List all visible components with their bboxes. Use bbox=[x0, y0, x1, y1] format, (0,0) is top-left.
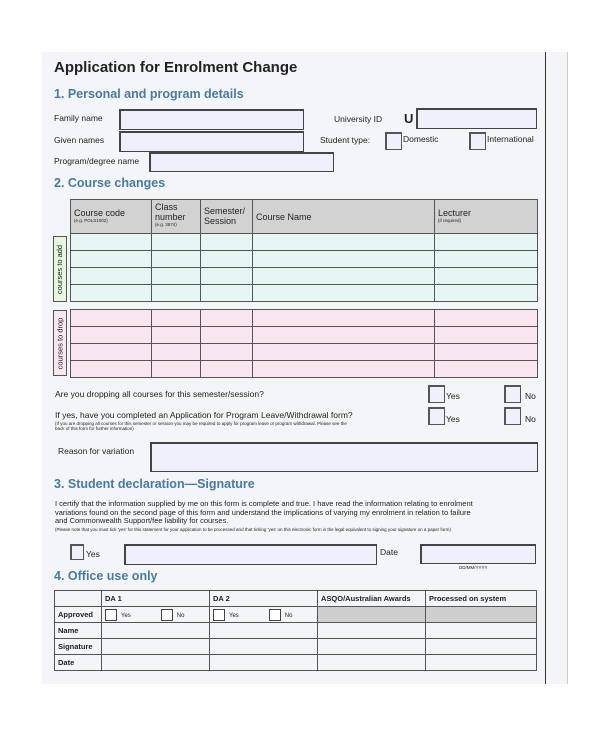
date-format-hint: DD/MM/YYYY bbox=[459, 565, 488, 570]
section-4-heading: 4. Office use only bbox=[54, 569, 158, 583]
da2-no-checkbox[interactable] bbox=[268, 608, 281, 621]
leave-form-note: (If you are dropping all courses for thi… bbox=[55, 421, 347, 431]
table-row[interactable] bbox=[70, 250, 538, 268]
col-class-number: Class number bbox=[155, 202, 186, 222]
id-prefix: U bbox=[404, 111, 414, 126]
yes-label: Yes bbox=[121, 612, 131, 619]
declaration-yes-checkbox[interactable] bbox=[70, 544, 84, 560]
course-table-header: Course code (e.g. POLS1002) Class number(… bbox=[70, 199, 538, 234]
da1-no-checkbox[interactable] bbox=[160, 608, 173, 621]
program-label: Program/degree name bbox=[54, 156, 140, 166]
col-lecturer: Lecturer bbox=[438, 208, 472, 218]
col-da1: DA 1 bbox=[101, 590, 210, 607]
drop-all-yes-checkbox[interactable] bbox=[428, 385, 445, 403]
courses-to-drop-label: courses to drop bbox=[53, 310, 67, 376]
no-label: No bbox=[176, 612, 185, 619]
given-names-input[interactable] bbox=[119, 131, 304, 152]
declaration-text: I certify that the information supplied … bbox=[55, 499, 473, 525]
leave-form-yes-checkbox[interactable] bbox=[428, 407, 445, 425]
courses-to-add-label: courses to add bbox=[53, 236, 67, 302]
row-approved-label: Approved bbox=[54, 606, 102, 623]
table-row: Date bbox=[54, 654, 537, 671]
domestic-checkbox[interactable] bbox=[385, 132, 402, 150]
table-row[interactable] bbox=[70, 267, 538, 285]
program-input[interactable] bbox=[149, 152, 334, 172]
col-da2: DA 2 bbox=[209, 590, 318, 607]
col-course-name: Course Name bbox=[256, 211, 312, 222]
table-row[interactable] bbox=[70, 233, 538, 251]
table-row: Approved Yes No Yes No bbox=[54, 606, 537, 623]
no-label: No bbox=[284, 612, 293, 619]
student-type-label: Student type: bbox=[320, 135, 371, 145]
da2-yes-checkbox[interactable] bbox=[213, 608, 225, 621]
reason-label: Reason for variation bbox=[58, 446, 135, 456]
table-row[interactable] bbox=[70, 343, 538, 361]
table-row[interactable] bbox=[70, 284, 538, 302]
table-row[interactable] bbox=[70, 309, 538, 327]
drop-all-question: Are you dropping all courses for this se… bbox=[55, 389, 264, 399]
domestic-label: Domestic bbox=[403, 134, 439, 144]
col-asqo: ASQO/Australian Awards bbox=[317, 590, 426, 607]
table-row: Signature bbox=[54, 638, 537, 655]
col-hint: (e.g. 3574) bbox=[155, 222, 177, 227]
leave-form-question: If yes, have you completed an Applicatio… bbox=[55, 410, 353, 420]
date-label: Date bbox=[380, 547, 398, 557]
section-3-heading: 3. Student declaration—Signature bbox=[54, 477, 255, 491]
office-use-table: DA 1 DA 2 ASQO/Australian Awards Processed … bbox=[54, 590, 537, 671]
university-id-input[interactable] bbox=[416, 108, 537, 129]
yes-label: Yes bbox=[229, 612, 239, 619]
university-id-label: University ID bbox=[334, 114, 383, 124]
yes-label: Yes bbox=[446, 414, 460, 424]
leave-form-no-checkbox[interactable] bbox=[504, 407, 521, 425]
signature-input[interactable] bbox=[124, 544, 377, 565]
family-name-label: Family name bbox=[54, 113, 103, 123]
table-row: Name bbox=[54, 622, 537, 639]
section-1-heading: 1. Personal and program details bbox=[54, 87, 244, 101]
row-name-label: Name bbox=[54, 622, 102, 639]
row-signature-label: Signature bbox=[54, 638, 102, 655]
declaration-note: (Please note that you must tick 'yes' fo… bbox=[55, 527, 451, 532]
page-border bbox=[545, 52, 546, 684]
drop-all-no-checkbox[interactable] bbox=[504, 385, 521, 403]
col-processed: Processed on system bbox=[425, 590, 537, 607]
col-hint: (e.g. POLS1002) bbox=[74, 218, 108, 223]
section-2-heading: 2. Course changes bbox=[54, 176, 166, 190]
col-semester: Semester/ Session bbox=[204, 206, 246, 226]
col-hint: (if required) bbox=[438, 218, 462, 223]
reason-input[interactable] bbox=[150, 442, 538, 472]
courses-to-add-table bbox=[70, 233, 538, 302]
table-row[interactable] bbox=[70, 360, 538, 378]
family-name-input[interactable] bbox=[119, 109, 304, 130]
international-label: International bbox=[487, 134, 534, 144]
col-course-code: Course code bbox=[74, 208, 126, 218]
courses-to-drop-table bbox=[70, 309, 538, 378]
no-label: No bbox=[525, 414, 536, 424]
no-label: No bbox=[525, 391, 536, 401]
da1-yes-checkbox[interactable] bbox=[105, 608, 117, 621]
table-row[interactable] bbox=[70, 326, 538, 344]
declaration-yes-label: Yes bbox=[86, 549, 100, 559]
date-input[interactable] bbox=[420, 544, 536, 564]
form-title: Application for Enrolment Change bbox=[54, 59, 298, 76]
international-checkbox[interactable] bbox=[469, 132, 486, 150]
given-names-label: Given names bbox=[54, 135, 105, 145]
yes-label: Yes bbox=[446, 391, 460, 401]
row-date-label: Date bbox=[54, 654, 102, 671]
